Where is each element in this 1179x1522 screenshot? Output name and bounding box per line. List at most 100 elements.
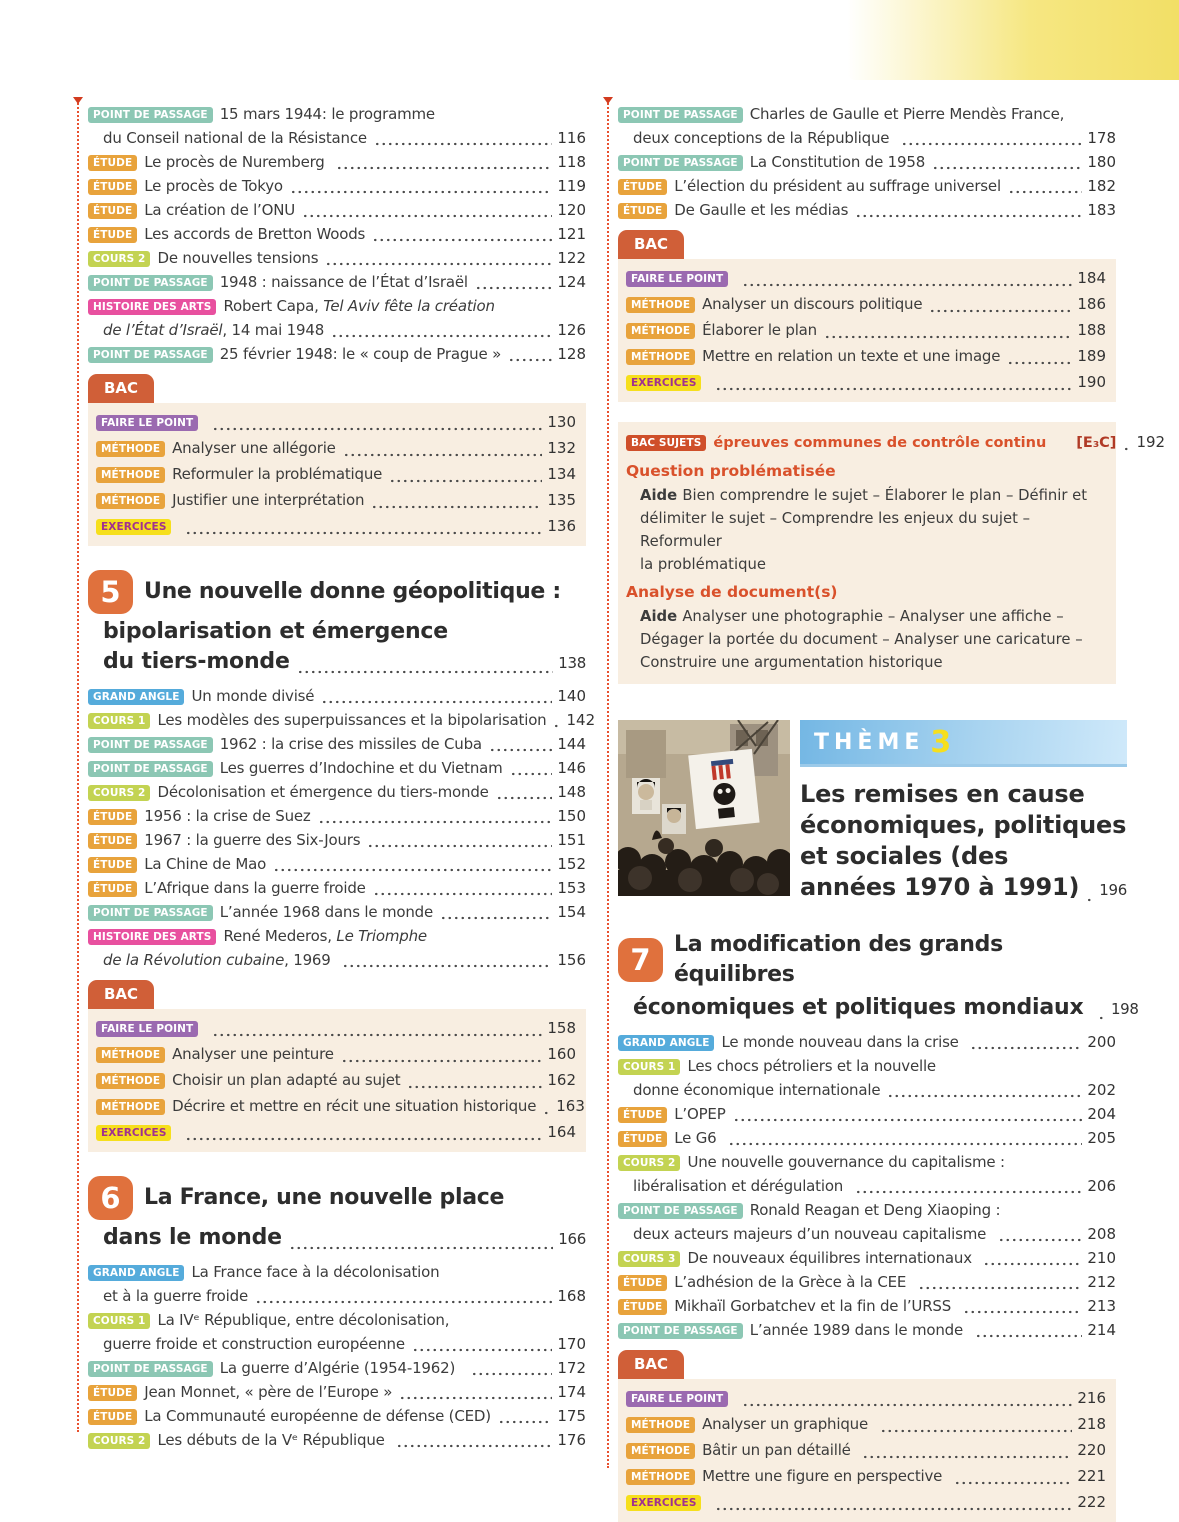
bac-row: MÉTHODE Élaborer le plan 188	[626, 317, 1106, 343]
page-number: 150	[557, 807, 586, 825]
entry-text: L’Afrique dans la guerre froide	[144, 879, 366, 897]
tag-etude: ÉTUDE	[88, 881, 138, 897]
bac-row: MÉTHODE Mettre en relation un texte et un…	[626, 343, 1106, 369]
toc-entry: COURS 2 De nouvelles tensions 122	[88, 246, 586, 270]
page-number: 121	[557, 225, 586, 243]
entry-text: De nouvelles tensions	[157, 249, 319, 267]
bac-row: MÉTHODE Décrire et mettre en récit une si…	[96, 1093, 585, 1119]
page-number: 218	[1077, 1415, 1106, 1433]
page-number: 184	[1077, 269, 1106, 287]
entry-text: 15 mars 1944: le programme	[219, 105, 435, 123]
entry-text: Les accords de Bretton Woods	[144, 225, 366, 243]
tag-point-de-passage: POINT DE PASSAGE	[88, 275, 213, 291]
dotted-leader	[342, 961, 553, 968]
bac-section: BAC FAIRE LE POINT 216 MÉTHODE Analyser un g…	[618, 1350, 1116, 1522]
toc-entry: ÉTUDE 1956 : la crise de Suez 150	[88, 804, 586, 828]
entry-text: Les guerres d’Indochine et du Vietnam	[219, 759, 503, 777]
dotted-leader	[373, 139, 553, 146]
page-number: 132	[547, 439, 576, 457]
dotted-leader	[732, 1115, 1083, 1122]
page-number: 183	[1087, 201, 1116, 219]
page-number: 175	[557, 1407, 586, 1425]
aide-line: Aide Bien comprendre le sujet – Élaborer…	[626, 484, 1106, 507]
toc-entry: POINT DE PASSAGE La Constitution de 1958 1…	[618, 150, 1116, 174]
aide-label: Aide	[640, 608, 683, 625]
page-number: 172	[557, 1359, 586, 1377]
page-number: 134	[547, 465, 576, 483]
dotted-leader	[302, 211, 553, 218]
chapter-head-row: 7 La modification des grands équilibres	[618, 930, 1116, 990]
theme-section: THÈME 3 Les remises en cause économiques, p…	[618, 720, 1127, 906]
tag-etude: ÉTUDE	[88, 809, 138, 825]
dotted-leader	[336, 163, 553, 170]
bac-box: FAIRE LE POINT 130 MÉTHODE Analyser une all…	[88, 403, 586, 546]
tag-etude: ÉTUDE	[88, 833, 138, 849]
toc-entry: POINT DE PASSAGE 15 mars 1944: le program…	[88, 102, 586, 150]
entry-text: Une nouvelle gouvernance du capitalisme …	[687, 1153, 1005, 1171]
dotted-leader	[325, 259, 553, 266]
page-number: 198	[1110, 1000, 1139, 1018]
page-number: 119	[557, 177, 586, 195]
toc-entry-line: POINT DE PASSAGE Les guerres d’Indochine …	[88, 756, 586, 780]
toc-entry-line: ÉTUDE La Communauté européenne de défense…	[88, 1404, 586, 1428]
tag-etude: ÉTUDE	[618, 1131, 668, 1147]
bac-row: MÉTHODE Bâtir un pan détaillé 220	[626, 1437, 1106, 1463]
page-number: 164	[547, 1123, 576, 1141]
bac-section: BAC FAIRE LE POINT 158 MÉTHODE Analyser une …	[88, 980, 586, 1152]
toc-entry: ÉTUDE Le procès de Nuremberg 118	[88, 150, 586, 174]
tag-point-de-passage: POINT DE PASSAGE	[88, 1361, 213, 1377]
entry-text: René Mederos,	[223, 927, 337, 945]
bac-row: FAIRE LE POINT 216	[626, 1385, 1106, 1411]
toc-entry: ÉTUDE L’élection du président au suffrage…	[618, 174, 1116, 198]
entry-text: Élaborer le plan	[702, 321, 817, 339]
chapter-title-line: bipolarisation et émergence	[88, 617, 586, 647]
chapter-head-row: 6 La France, une nouvelle place	[88, 1176, 586, 1220]
toc-entry-line: libéralisation et dérégulation 206	[618, 1174, 1116, 1198]
toc-entry-line: ÉTUDE Le G6 205	[618, 1126, 1116, 1150]
dotted-leader	[855, 211, 1083, 218]
dotted-leader	[1097, 1013, 1106, 1020]
bac-row: MÉTHODE Mettre une figure en perspective …	[626, 1463, 1106, 1489]
dotted-leader	[321, 697, 553, 704]
chapter-title-text: du tiers-monde	[103, 649, 290, 674]
tag-exercices: EXERCICES	[96, 519, 172, 535]
page-number: 196	[1099, 881, 1127, 899]
entry-text: deux conceptions de la République	[633, 129, 894, 147]
tag-point-de-passage: POINT DE PASSAGE	[88, 905, 213, 921]
tag-histoire-des-arts: HISTOIRE DES ARTS	[88, 929, 217, 945]
tag-cours: COURS 2	[88, 785, 151, 801]
dotted-leader	[254, 1297, 553, 1304]
dotted-leader	[296, 667, 554, 674]
dotted-leader	[900, 139, 1083, 146]
toc-entry-line: ÉTUDE 1967 : la guerre des Six-Jours 151	[88, 828, 586, 852]
page-number: 151	[557, 831, 586, 849]
chapter-heading: 7 La modification des grands équilibres éc…	[618, 930, 1139, 1024]
toc-entry-line: COURS 1 Les chocs pétroliers et la nouvel…	[618, 1054, 1116, 1078]
theme-title-text: Les remises en cause	[800, 780, 1085, 808]
bac-sujets-heading: Analyse de document(s)	[626, 583, 838, 601]
chapter-number: 6	[88, 1176, 133, 1220]
toc-entry: POINT DE PASSAGE L’année 1989 dans le mon…	[618, 1318, 1116, 1342]
dotted-leader	[509, 769, 553, 776]
entries-group: GRAND ANGLE La France face à la décolonis…	[88, 1260, 586, 1452]
toc-entry: HISTOIRE DES ARTS René Mederos, Le Triomp…	[88, 924, 586, 972]
dotted-leader	[879, 1426, 1073, 1433]
toc-entry-line: ÉTUDE Les accords de Bretton Woods 121	[88, 222, 586, 246]
theme-label: THÈME	[814, 729, 925, 755]
tag-methode: MÉTHODE	[626, 297, 696, 313]
dotted-leader	[289, 187, 553, 194]
entry-text: Le procès de Nuremberg	[144, 153, 330, 171]
tag-methode: MÉTHODE	[626, 1443, 696, 1459]
entry-text: Choisir un plan adapté au sujet	[172, 1071, 401, 1089]
page-number: 192	[1136, 433, 1166, 451]
page-number: 148	[557, 783, 586, 801]
toc-entry: ÉTUDE La Chine de Mao 152	[88, 852, 586, 876]
tag-etude: ÉTUDE	[618, 1107, 668, 1123]
entries-group: GRAND ANGLE Le monde nouveau dans la cris…	[618, 1030, 1116, 1342]
dotted-leader	[488, 745, 553, 752]
entry-text: 1962 : la crise des missiles de Cuba	[219, 735, 482, 753]
dotted-leader	[288, 1243, 554, 1250]
theme-number: 3	[930, 724, 952, 760]
bac-tab: BAC	[88, 374, 155, 403]
tag-etude: ÉTUDE	[618, 1299, 668, 1315]
